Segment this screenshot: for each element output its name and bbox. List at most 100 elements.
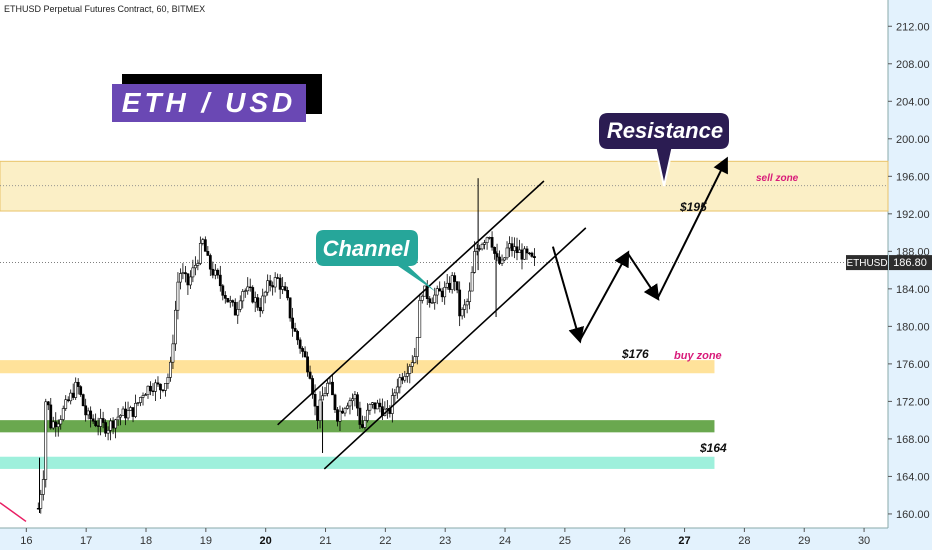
candle-body [348, 400, 352, 407]
candle-body [368, 404, 372, 411]
candle-body [278, 277, 282, 290]
candle-body [370, 402, 374, 405]
candle-body [510, 243, 514, 251]
support-zone [0, 420, 715, 433]
candle-body [318, 399, 322, 421]
x-tick-label: 23 [439, 535, 451, 547]
candle-body [403, 375, 407, 381]
candle-body [193, 265, 197, 269]
candle-body [321, 395, 324, 401]
candle-body [258, 307, 262, 312]
x-tick-label: 17 [80, 535, 92, 547]
candle-body [129, 407, 132, 411]
candle-body [351, 398, 354, 402]
candle-body [323, 393, 327, 397]
channel-callout: Channel [316, 230, 436, 292]
candle-body [478, 248, 482, 250]
candle-body [54, 421, 58, 428]
candle-body [238, 300, 242, 310]
candle-body [358, 407, 362, 425]
candle-body [361, 424, 364, 428]
candle-body [293, 328, 297, 332]
candle-body [179, 273, 182, 283]
candle-body [61, 408, 65, 420]
candle-body [520, 249, 524, 260]
candle-body [203, 239, 207, 252]
candle-body [101, 418, 105, 423]
candle-body [201, 239, 205, 244]
channel-lower-line [323, 227, 587, 470]
channel-text: Channel [323, 236, 411, 261]
candle-body [174, 309, 177, 345]
candle-body [301, 348, 304, 352]
candle-body [281, 286, 285, 290]
eth-label-box: ETH / USD [112, 74, 322, 122]
candle-body [188, 276, 192, 286]
candle-body [206, 251, 210, 256]
x-tick-label: 26 [619, 535, 631, 547]
x-tick-label: 29 [798, 535, 810, 547]
candle-body [213, 269, 217, 276]
x-tick-label: 19 [200, 535, 212, 547]
candle-body [395, 386, 399, 394]
x-tick-label: 30 [858, 535, 870, 547]
candle-body [266, 280, 270, 293]
candle-body [91, 418, 95, 422]
candle-body [216, 269, 220, 276]
candle-body [338, 410, 342, 422]
candle-body [124, 408, 127, 419]
candle-body [154, 382, 157, 392]
candle-body [89, 410, 93, 420]
candle-body [453, 275, 457, 282]
candle-body [450, 275, 454, 290]
projection-arrow-segment [551, 246, 584, 344]
sell-zone [0, 160, 889, 212]
candle-body [44, 401, 48, 480]
candle-body [505, 247, 509, 259]
candle-body [438, 288, 442, 292]
candle-body [236, 309, 240, 316]
candle-body [198, 243, 202, 264]
last-price-tag: 186.80 [889, 255, 932, 271]
candle-body [458, 289, 462, 317]
candle-body [256, 297, 260, 308]
candle-body [49, 404, 53, 429]
y-tick-label: 196.00 [896, 171, 930, 183]
x-tick-label: 21 [319, 535, 331, 547]
candle-body [480, 243, 484, 250]
candle-body [428, 298, 432, 304]
y-tick-label: 164.00 [896, 471, 930, 483]
candle-body [106, 430, 110, 434]
candle-body [228, 300, 232, 303]
candle-body [400, 377, 404, 381]
x-tick-label: 27 [678, 535, 690, 547]
candle-body [231, 300, 235, 303]
candle-body [341, 410, 344, 414]
candle-body [303, 351, 307, 358]
x-axis-ticks: 16 17 18 19 20 21 22 23 24 25 26 27 28 29 30 [20, 528, 870, 547]
candle-body [183, 272, 187, 275]
projection-arrow-segment [656, 156, 728, 299]
candle-body [59, 419, 63, 425]
candle-body [223, 295, 227, 299]
y-tick-label: 192.00 [896, 209, 930, 221]
last-price-text: 186.80 [893, 257, 927, 269]
candle-body [518, 249, 521, 253]
x-tick-label: 25 [559, 535, 571, 547]
candle-body [468, 290, 472, 302]
candle-body [221, 285, 225, 296]
candle-body [373, 402, 377, 410]
candle-body [161, 389, 165, 392]
candle-body [525, 248, 529, 254]
candle-body [253, 297, 257, 303]
candle-body [353, 394, 357, 400]
candle-body [463, 304, 467, 310]
candle-body [408, 366, 412, 374]
candle-body [418, 300, 422, 338]
candle-body [515, 246, 519, 253]
candle-body [440, 290, 444, 298]
price-series [36, 178, 536, 514]
candle-body [131, 407, 135, 417]
